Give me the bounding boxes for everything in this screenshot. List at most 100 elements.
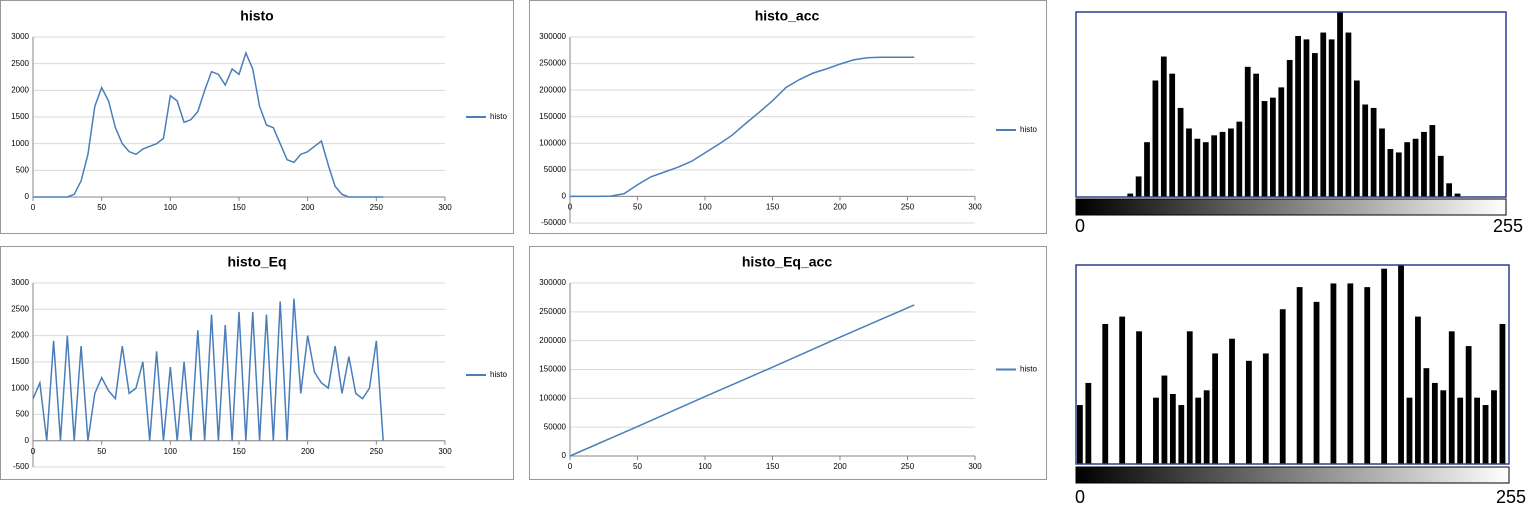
histogram-bar [1261,101,1268,197]
histogram-bar [1491,390,1497,464]
y-tick-label: -50000 [541,218,566,227]
histogram-bar [1330,283,1337,464]
range-label: 0 [1075,216,1085,236]
data-line [33,50,384,198]
histogram-frame [1075,264,1510,465]
histogram-bar [1178,405,1185,464]
x-tick-label: 200 [301,447,315,456]
histogram-bar [1244,66,1251,197]
y-tick-label: 200000 [539,85,566,94]
histogram-bar [1236,121,1243,197]
x-tick-label: 0 [31,447,36,456]
x-tick-label: 300 [438,447,452,456]
legend-label: histo [490,112,507,121]
x-tick-label: 100 [698,203,712,212]
chart-title: histo [240,8,273,24]
histogram-bar [1446,183,1453,197]
histogram-bar [1320,32,1327,197]
gradient-bar [1075,198,1507,216]
histogram-bar [1437,155,1444,197]
histogram-bar [1398,265,1404,464]
gradient-bar [1075,466,1510,484]
chart-title: histo_Eq_acc [742,254,832,270]
histogram-bar [1379,128,1385,197]
y-tick-label: 500 [16,165,30,174]
x-tick-label: 100 [164,203,178,212]
y-tick-label: 150000 [539,365,566,374]
y-tick-label: 2500 [11,304,29,313]
histogram-bar [1296,287,1303,464]
y-tick-label: 150000 [539,112,566,121]
histogram-bar [1177,107,1184,197]
y-tick-label: 3000 [11,278,29,287]
histogram-bar [1246,360,1252,464]
histogram-bar [1465,346,1472,464]
y-tick-label: 3000 [11,32,29,41]
histogram-bar [1328,39,1335,197]
x-tick-label: 100 [698,462,712,471]
histogram-bar [1381,268,1388,464]
histogram-bar [1228,128,1234,197]
histogram-bar [1194,138,1201,197]
histogram-frame [1075,11,1507,198]
x-tick-label: 300 [968,462,982,471]
histogram-bar [1219,131,1226,197]
y-tick-label: 300000 [539,32,566,41]
range-label: 255 [1493,216,1523,236]
histogram-bar [1212,353,1219,464]
histogram-bar [1161,375,1168,464]
chart-title: histo_acc [755,8,820,24]
x-tick-label: 150 [232,203,246,212]
x-tick-label: 150 [766,462,780,471]
x-tick-label: 50 [97,447,106,456]
y-tick-label: 1500 [11,112,29,121]
histogram-bar [1136,331,1142,464]
y-tick-label: 2500 [11,59,29,68]
y-tick-label: 0 [562,451,567,460]
y-tick-label: 0 [25,436,30,445]
x-tick-label: 200 [833,203,847,212]
histogram-bar [1127,193,1134,197]
x-tick-label: 150 [232,447,246,456]
y-tick-label: 0 [562,192,567,201]
y-tick-label: 1500 [11,357,29,366]
data-line [569,304,915,457]
histogram-bar [1431,382,1438,464]
histogram-bar [1253,73,1259,197]
histogram-bar [1412,138,1419,197]
x-tick-label: 250 [370,203,384,212]
histogram-bar [1313,301,1320,464]
x-tick-label: 150 [766,203,780,212]
y-tick-label: 200000 [539,336,566,345]
histogram-bar [1144,142,1150,197]
x-tick-label: 0 [31,203,36,212]
histogram-bar [1421,131,1427,197]
y-tick-label: 100000 [539,393,566,402]
histogram-bar [1370,107,1377,197]
histogram-bar [1406,397,1413,464]
x-tick-label: 50 [633,462,642,471]
histogram-bar [1353,80,1360,197]
chart-title: histo_Eq [227,254,286,270]
histogram-bar [1303,39,1310,197]
histogram-bar [1169,73,1176,197]
histogram-bar [1077,405,1083,464]
legend-label: histo [1020,125,1037,134]
x-tick-label: 200 [833,462,847,471]
histogram-bar [1153,397,1159,464]
histogram-bar [1387,149,1394,197]
histogram-bar [1499,323,1506,464]
histogram-bar [1423,368,1430,464]
y-tick-label: -500 [13,462,30,471]
y-tick-label: 0 [25,192,30,201]
histogram-bar [1429,125,1436,197]
y-tick-label: 500 [16,410,30,419]
histogram-bar [1311,53,1318,197]
y-tick-label: 300000 [539,278,566,287]
histogram-bar [1364,287,1371,464]
histogram-bar [1270,97,1276,197]
y-tick-label: 1000 [11,139,29,148]
histogram-bar [1186,331,1193,464]
x-tick-label: 250 [901,203,915,212]
